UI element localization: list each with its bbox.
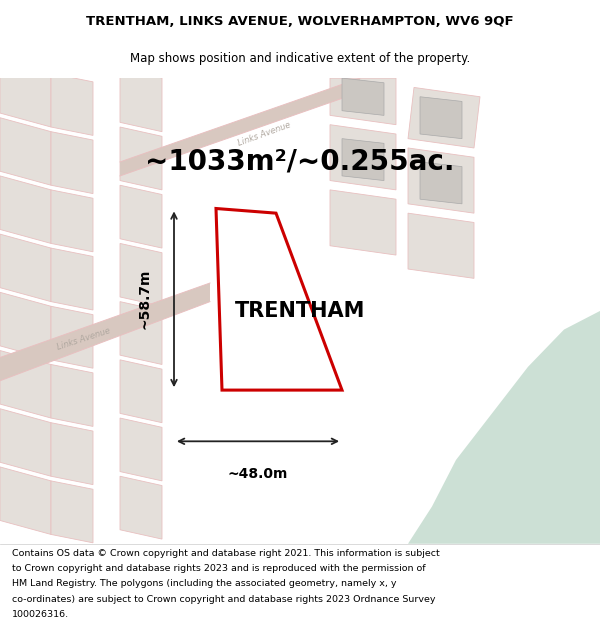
Text: Contains OS data © Crown copyright and database right 2021. This information is : Contains OS data © Crown copyright and d… (12, 549, 440, 559)
Polygon shape (0, 59, 51, 127)
Polygon shape (51, 74, 93, 136)
Polygon shape (408, 213, 474, 278)
Polygon shape (120, 69, 162, 132)
Polygon shape (420, 162, 462, 204)
Polygon shape (120, 476, 162, 539)
Polygon shape (120, 418, 162, 481)
Polygon shape (0, 467, 51, 534)
Polygon shape (51, 422, 93, 484)
Polygon shape (330, 78, 396, 125)
Polygon shape (51, 132, 93, 194)
Polygon shape (120, 243, 162, 306)
Text: TRENTHAM, LINKS AVENUE, WOLVERHAMPTON, WV6 9QF: TRENTHAM, LINKS AVENUE, WOLVERHAMPTON, W… (86, 16, 514, 28)
Polygon shape (0, 292, 51, 360)
Polygon shape (342, 139, 384, 181)
Polygon shape (420, 97, 462, 139)
Polygon shape (120, 127, 162, 190)
Polygon shape (51, 481, 93, 543)
Text: ~48.0m: ~48.0m (228, 467, 288, 481)
Text: ~58.7m: ~58.7m (137, 269, 151, 329)
Polygon shape (0, 176, 51, 243)
Polygon shape (51, 248, 93, 310)
Text: TRENTHAM: TRENTHAM (235, 301, 365, 321)
Polygon shape (120, 360, 162, 423)
Text: Links Avenue: Links Avenue (236, 120, 292, 148)
Polygon shape (0, 234, 51, 302)
Polygon shape (120, 78, 360, 176)
Text: ~1033m²/~0.255ac.: ~1033m²/~0.255ac. (145, 148, 455, 176)
Polygon shape (408, 311, 600, 544)
Polygon shape (408, 88, 480, 148)
Polygon shape (330, 125, 396, 190)
Text: 100026316.: 100026316. (12, 609, 69, 619)
Text: to Crown copyright and database rights 2023 and is reproduced with the permissio: to Crown copyright and database rights 2… (12, 564, 425, 574)
Polygon shape (0, 283, 210, 381)
Polygon shape (216, 209, 342, 390)
Polygon shape (342, 78, 384, 116)
Text: Links Avenue: Links Avenue (56, 326, 112, 352)
Polygon shape (0, 351, 51, 418)
Text: HM Land Registry. The polygons (including the associated geometry, namely x, y: HM Land Registry. The polygons (includin… (12, 579, 397, 589)
Polygon shape (51, 190, 93, 252)
Text: co-ordinates) are subject to Crown copyright and database rights 2023 Ordnance S: co-ordinates) are subject to Crown copyr… (12, 594, 436, 604)
Polygon shape (120, 185, 162, 248)
Polygon shape (51, 306, 93, 368)
Polygon shape (408, 148, 474, 213)
Polygon shape (0, 409, 51, 476)
Text: Map shows position and indicative extent of the property.: Map shows position and indicative extent… (130, 52, 470, 65)
Polygon shape (330, 190, 396, 255)
Polygon shape (0, 118, 51, 185)
Polygon shape (51, 364, 93, 426)
Polygon shape (120, 302, 162, 364)
